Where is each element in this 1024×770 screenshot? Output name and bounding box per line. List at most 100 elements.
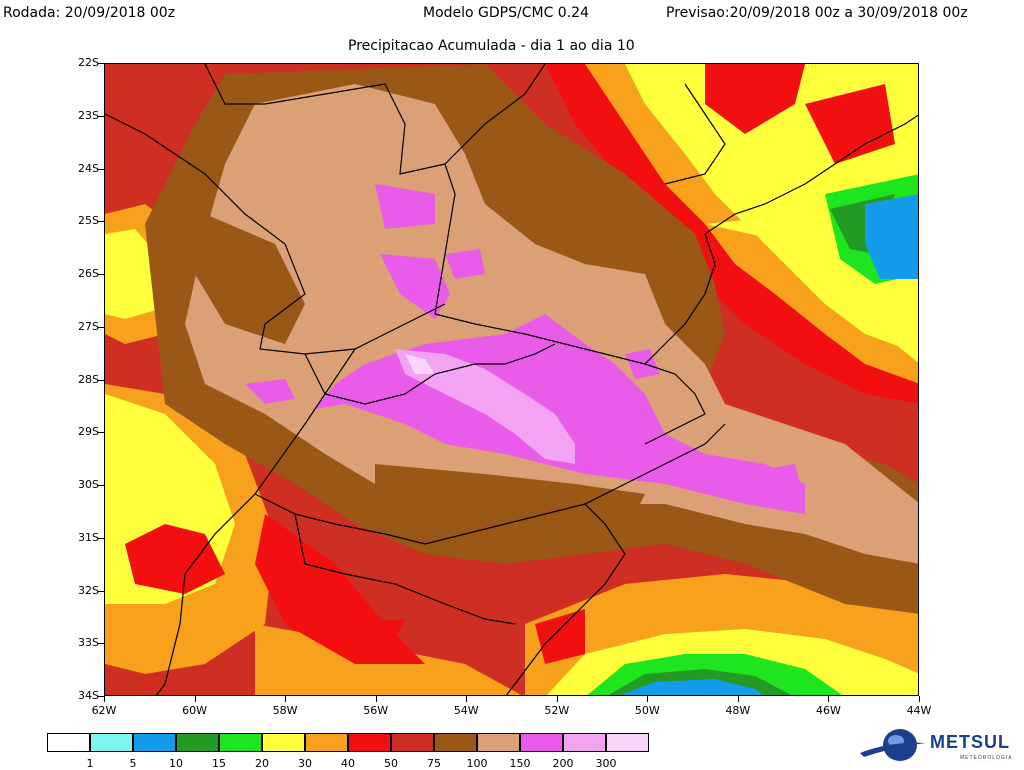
- field-magenta-200e: [245, 379, 295, 404]
- lon-tick-mark: [285, 696, 287, 702]
- legend-label: 50: [384, 757, 398, 770]
- field-ne-50b: [705, 64, 805, 134]
- lat-tick-label: 26S: [78, 267, 99, 280]
- lat-tick-label: 28S: [78, 372, 99, 386]
- field-pink-300b: [405, 354, 435, 374]
- lon-tick-mark: [466, 696, 468, 702]
- border-line-9: [644, 233, 716, 365]
- lon-tick-mark: [647, 696, 649, 702]
- legend-swatch: [90, 733, 133, 752]
- legend-label: 15: [212, 757, 226, 770]
- lon-tick-mark: [556, 696, 558, 702]
- legend-swatch: [434, 733, 477, 752]
- legend-label: 300: [595, 757, 617, 770]
- lat-tick-label: 30S: [78, 478, 99, 491]
- border-line-3: [444, 64, 546, 165]
- precipitation-map-canvas: [105, 64, 918, 695]
- lat-tick-mark: [98, 326, 104, 328]
- lat-tick-label: 34S: [78, 689, 99, 702]
- lon-tick-label: 56W: [363, 704, 389, 717]
- lon-tick-label: 54W: [453, 704, 479, 717]
- lon-tick-label: 50W: [634, 704, 660, 717]
- legend-label: 150: [509, 757, 531, 770]
- lat-tick-label: 31S: [78, 530, 99, 544]
- run-time-label: Rodada: 20/09/2018 00z: [3, 5, 176, 21]
- lat-tick-mark: [98, 485, 104, 486]
- border-line-12: [294, 513, 516, 625]
- lat-tick-mark: [98, 537, 104, 539]
- lon-tick-mark: [375, 696, 377, 702]
- legend-swatch: [606, 733, 649, 752]
- legend-swatch: [176, 733, 219, 752]
- lon-tick-mark: [919, 696, 920, 702]
- field-magenta-200g: [765, 464, 800, 489]
- border-line-6: [304, 343, 556, 405]
- map-subtitle: Precipitacao Acumulada - dia 1 ao dia 10: [348, 38, 635, 54]
- lat-tick-mark: [98, 115, 104, 117]
- lon-tick-label: 62W: [91, 704, 117, 717]
- legend-swatch: [391, 733, 434, 752]
- lat-tick-mark: [98, 643, 104, 645]
- lon-tick-mark: [828, 696, 830, 702]
- legend-swatch: [305, 733, 348, 752]
- lat-tick-label: 29S: [78, 425, 99, 439]
- legend-swatch: [262, 733, 305, 752]
- lon-tick-label: 44W: [906, 704, 932, 717]
- lat-tick-mark: [98, 379, 104, 381]
- lon-tick-label: 58W: [272, 704, 298, 717]
- lat-tick-mark: [98, 63, 104, 64]
- field-magenta-200c: [380, 254, 450, 319]
- lat-tick-label: 23S: [78, 108, 99, 122]
- metsul-logo: METSUL METEOROLOGIA: [860, 725, 1020, 767]
- lat-tick-mark: [98, 696, 104, 697]
- legend-swatch: [219, 733, 262, 752]
- field-pink-300: [395, 349, 575, 464]
- lat-tick-label: 25S: [78, 214, 99, 228]
- lat-tick-label: 24S: [78, 161, 99, 175]
- lon-tick-label: 48W: [725, 704, 751, 717]
- lon-tick-label: 52W: [544, 704, 570, 717]
- border-line-11: [664, 83, 726, 185]
- border-line-1: [105, 113, 446, 355]
- lon-tick-mark: [737, 696, 739, 702]
- legend-label: 5: [129, 757, 137, 770]
- lat-tick-label: 32S: [78, 583, 99, 597]
- field-magenta-200f: [625, 349, 660, 379]
- legend-swatch: [133, 733, 176, 752]
- logo-subtitle: METEOROLOGIA: [960, 755, 1013, 761]
- field-magenta-200b: [375, 184, 435, 229]
- lon-tick-mark: [104, 696, 105, 702]
- legend-label: 1: [86, 757, 94, 770]
- field-spot-50a: [345, 619, 405, 639]
- lat-tick-mark: [98, 432, 104, 434]
- border-line-7: [254, 423, 726, 545]
- border-line-5: [155, 348, 356, 695]
- lat-tick-mark: [98, 168, 104, 170]
- border-line-2: [204, 64, 456, 315]
- border-line-10: [704, 114, 918, 235]
- legend-swatch: [477, 733, 520, 752]
- border-line-4: [434, 313, 706, 445]
- field-magenta-200d: [445, 249, 485, 279]
- precipitation-map: [104, 63, 919, 696]
- borders-overlay: [105, 64, 918, 695]
- lat-tick-mark: [98, 590, 104, 592]
- legend-swatch: [563, 733, 606, 752]
- legend-swatch: [47, 733, 90, 752]
- legend-label: 40: [341, 757, 355, 770]
- lat-tick-label: 27S: [78, 319, 99, 333]
- field-w-50: [125, 524, 225, 594]
- forecast-period-label: Previsao:20/09/2018 00z a 30/09/2018 00z: [666, 5, 968, 21]
- legend-label: 10: [169, 757, 183, 770]
- legend-label: 30: [298, 757, 312, 770]
- legend-label: 20: [255, 757, 269, 770]
- border-line-8: [505, 503, 626, 695]
- legend-swatch: [520, 733, 563, 752]
- lat-tick-label: 22S: [78, 56, 99, 69]
- field-ne-10: [865, 194, 918, 279]
- lon-tick-label: 60W: [182, 704, 207, 717]
- lon-tick-label: 46W: [816, 704, 841, 717]
- legend-label: 200: [552, 757, 574, 770]
- legend-swatch: [348, 733, 391, 752]
- lon-tick-mark: [194, 696, 196, 702]
